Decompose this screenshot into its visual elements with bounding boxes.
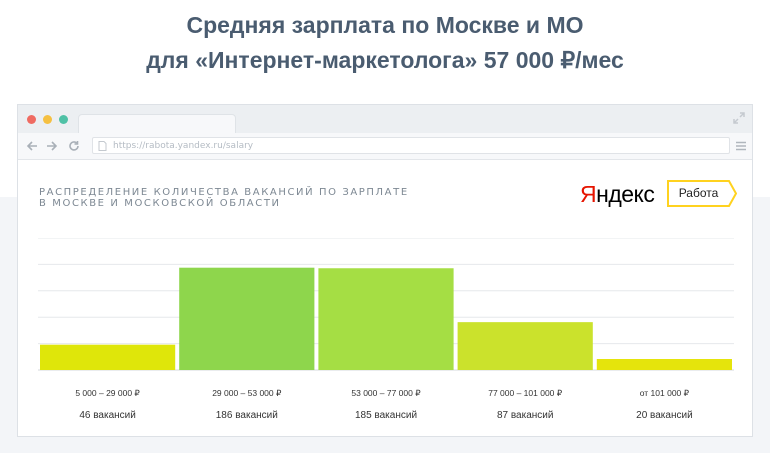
salary-chart: 5 000 – 29 000 ₽ 46 вакансий 29 000 – 53 0… <box>38 238 734 421</box>
page-headline: Средняя зарплата по Москве и МО для «Инт… <box>0 8 770 78</box>
chart-category-label: 29 000 – 53 000 ₽ <box>212 388 282 398</box>
chart-value-label: 20 вакансий <box>636 410 693 421</box>
minimize-window-dot[interactable] <box>43 115 52 124</box>
maximize-window-dot[interactable] <box>59 115 68 124</box>
chart-title-line-2: В МОСКВЕ И МОСКОВСКОЙ ОБЛАСТИ <box>39 198 281 209</box>
chart-bar[interactable] <box>596 359 732 370</box>
chart-value-label: 186 вакансий <box>216 410 278 421</box>
yandex-logo: Яндекс <box>580 179 655 209</box>
close-window-dot[interactable] <box>27 115 36 124</box>
forward-arrow-icon[interactable] <box>46 140 58 152</box>
browser-tab[interactable] <box>78 114 236 133</box>
chart-title-line-1: РАСПРЕДЕЛЕНИЕ КОЛИЧЕСТВА ВАКАНСИЙ ПО ЗАР… <box>39 187 409 198</box>
yandex-logo-first-letter: Я <box>580 181 597 207</box>
address-bar[interactable]: https://rabota.yandex.ru/salary <box>92 137 730 154</box>
chart-category-label: 77 000 – 101 000 ₽ <box>488 388 563 398</box>
address-url: https://rabota.yandex.ru/salary <box>113 141 254 151</box>
chart-bar[interactable] <box>40 344 176 370</box>
rabota-badge-label: Работа <box>678 186 719 200</box>
chart-bar[interactable] <box>457 322 593 370</box>
rabota-badge-icon <box>667 180 737 207</box>
headline-line-1: Средняя зарплата по Москве и МО <box>186 12 584 38</box>
chart-category-label: 53 000 – 77 000 ₽ <box>351 388 421 398</box>
yandex-logo-rest: ндекс <box>596 181 655 207</box>
chart-bar[interactable] <box>179 267 315 370</box>
back-arrow-icon[interactable] <box>26 140 38 152</box>
menu-icon[interactable] <box>736 141 746 151</box>
browser-toolbar: https://rabota.yandex.ru/salary <box>18 133 752 160</box>
chart-value-label: 46 вакансий <box>79 410 136 421</box>
browser-window: https://rabota.yandex.ru/salary РАСПРЕДЕ… <box>17 104 753 437</box>
chart-bar[interactable] <box>318 268 454 370</box>
chart-value-label: 185 вакансий <box>355 410 417 421</box>
browser-tab-bar <box>18 105 752 133</box>
chart-category-label: от 101 000 ₽ <box>640 388 690 398</box>
chart-category-label: 5 000 – 29 000 ₽ <box>75 388 140 398</box>
page-icon <box>98 141 107 151</box>
chart-value-label: 87 вакансий <box>497 410 554 421</box>
chart-title: РАСПРЕДЕЛЕНИЕ КОЛИЧЕСТВА ВАКАНСИЙ ПО ЗАР… <box>39 187 409 209</box>
headline-line-2: для «Интернет-маркетолога» 57 000 ₽/мес <box>146 47 624 73</box>
expand-icon[interactable] <box>732 111 746 125</box>
reload-icon[interactable] <box>68 140 80 152</box>
